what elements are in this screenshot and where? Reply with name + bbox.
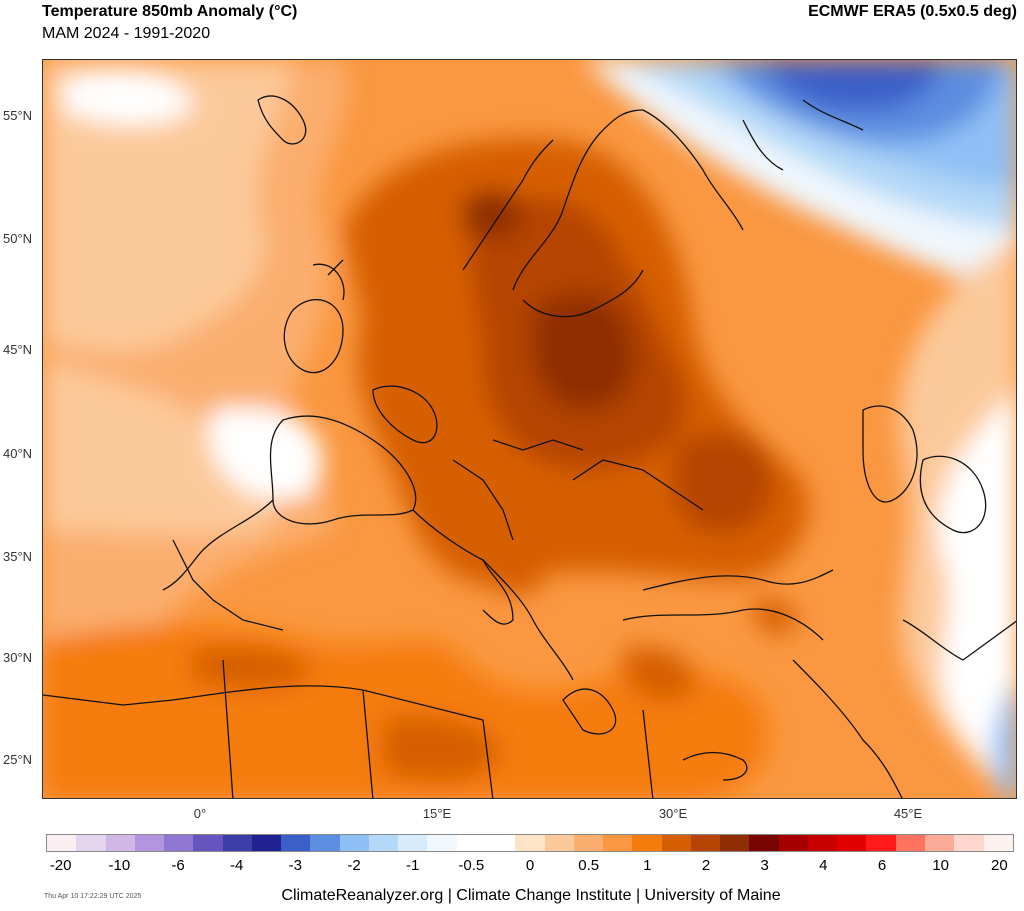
lat-label: 30°N bbox=[3, 650, 33, 665]
colorbar-swatch bbox=[573, 835, 604, 851]
colorbar-swatch bbox=[398, 835, 428, 851]
colorbar-swatch bbox=[339, 835, 369, 851]
colorbar-tick-label: 1 bbox=[643, 857, 652, 874]
lat-label: 40°N bbox=[3, 446, 33, 461]
colorbar-swatch bbox=[866, 835, 896, 851]
colorbar-swatch bbox=[485, 835, 516, 851]
colorbar-tick-label: 10 bbox=[932, 857, 949, 874]
colorbar-tick-label: -1 bbox=[405, 857, 420, 874]
colorbar bbox=[46, 834, 1014, 852]
data-source-label: ECMWF ERA5 (0.5x0.5 deg) bbox=[808, 3, 1017, 20]
colorbar-swatch bbox=[47, 835, 77, 851]
coastlines bbox=[43, 95, 1016, 798]
anomaly-map bbox=[42, 59, 1017, 799]
lat-label: 25°N bbox=[3, 752, 33, 767]
colorbar-tick-label: 0 bbox=[525, 857, 535, 874]
colorbar-tick-label: 3 bbox=[760, 857, 769, 874]
anomaly-map-canvas bbox=[43, 60, 1016, 798]
colorbar-tick-label: -4 bbox=[229, 857, 244, 874]
colorbar-swatch bbox=[105, 835, 135, 851]
colorbar-tick-label: -2 bbox=[347, 857, 361, 874]
chart-title: Temperature 850mb Anomaly (°C) bbox=[42, 3, 298, 20]
colorbar-tick-label: -6 bbox=[171, 857, 185, 874]
colorbar-tick-label: 20 bbox=[990, 857, 1008, 874]
colorbar-swatch bbox=[427, 835, 457, 851]
colorbar-swatch bbox=[720, 835, 750, 851]
colorbar-swatch bbox=[603, 835, 633, 851]
colorbar-tick-label: -0.5 bbox=[458, 857, 485, 874]
colorbar-swatch bbox=[251, 835, 282, 851]
chart-subtitle: MAM 2024 - 1991-2020 bbox=[42, 25, 211, 42]
footer-credit: ClimateReanalyzer.org | Climate Change I… bbox=[281, 887, 781, 904]
lon-label: 30°E bbox=[658, 806, 688, 821]
colorbar-swatch bbox=[76, 835, 106, 851]
colorbar-tick-label: -20 bbox=[49, 857, 72, 874]
colorbar-swatch bbox=[544, 835, 574, 851]
colorbar-swatch bbox=[134, 835, 165, 851]
colorbar-swatch bbox=[368, 835, 399, 851]
colorbar-swatch bbox=[924, 835, 955, 851]
lat-label: 55°N bbox=[3, 108, 33, 123]
lon-label: 0° bbox=[193, 806, 207, 821]
colorbar-tick-label: 0.5 bbox=[578, 857, 600, 874]
colorbar-tick-label: -10 bbox=[108, 857, 131, 874]
lat-label: 50°N bbox=[3, 231, 33, 246]
colorbar-swatch bbox=[749, 835, 779, 851]
colorbar-swatch bbox=[807, 835, 838, 851]
colorbar-swatch bbox=[164, 835, 194, 851]
colorbar-swatch bbox=[193, 835, 223, 851]
colorbar-swatch bbox=[778, 835, 808, 851]
colorbar-tick-label: 4 bbox=[819, 857, 828, 874]
colorbar-swatch bbox=[661, 835, 691, 851]
colorbar-swatch bbox=[515, 835, 545, 851]
colorbar-swatch bbox=[895, 835, 925, 851]
colorbar-swatch bbox=[837, 835, 867, 851]
anomaly-contours bbox=[43, 60, 1016, 798]
colorbar-swatch bbox=[222, 835, 252, 851]
colorbar-swatch bbox=[456, 835, 486, 851]
lon-label: 45°E bbox=[893, 806, 923, 821]
colorbar-swatch bbox=[310, 835, 340, 851]
lon-label: 15°E bbox=[422, 806, 452, 821]
colorbar-tick-label: -3 bbox=[288, 857, 302, 874]
lat-label: 45°N bbox=[3, 342, 33, 357]
colorbar-swatch bbox=[632, 835, 662, 851]
lat-label: 35°N bbox=[3, 549, 33, 564]
colorbar-swatch bbox=[281, 835, 311, 851]
colorbar-tick-label: 2 bbox=[701, 857, 711, 874]
colorbar-swatch bbox=[690, 835, 721, 851]
timestamp: Thu Apr 10 17:22:29 UTC 2025 bbox=[44, 893, 142, 900]
colorbar-tick-label: 6 bbox=[877, 857, 887, 874]
colorbar-swatch bbox=[983, 835, 1013, 851]
colorbar-swatch bbox=[954, 835, 984, 851]
